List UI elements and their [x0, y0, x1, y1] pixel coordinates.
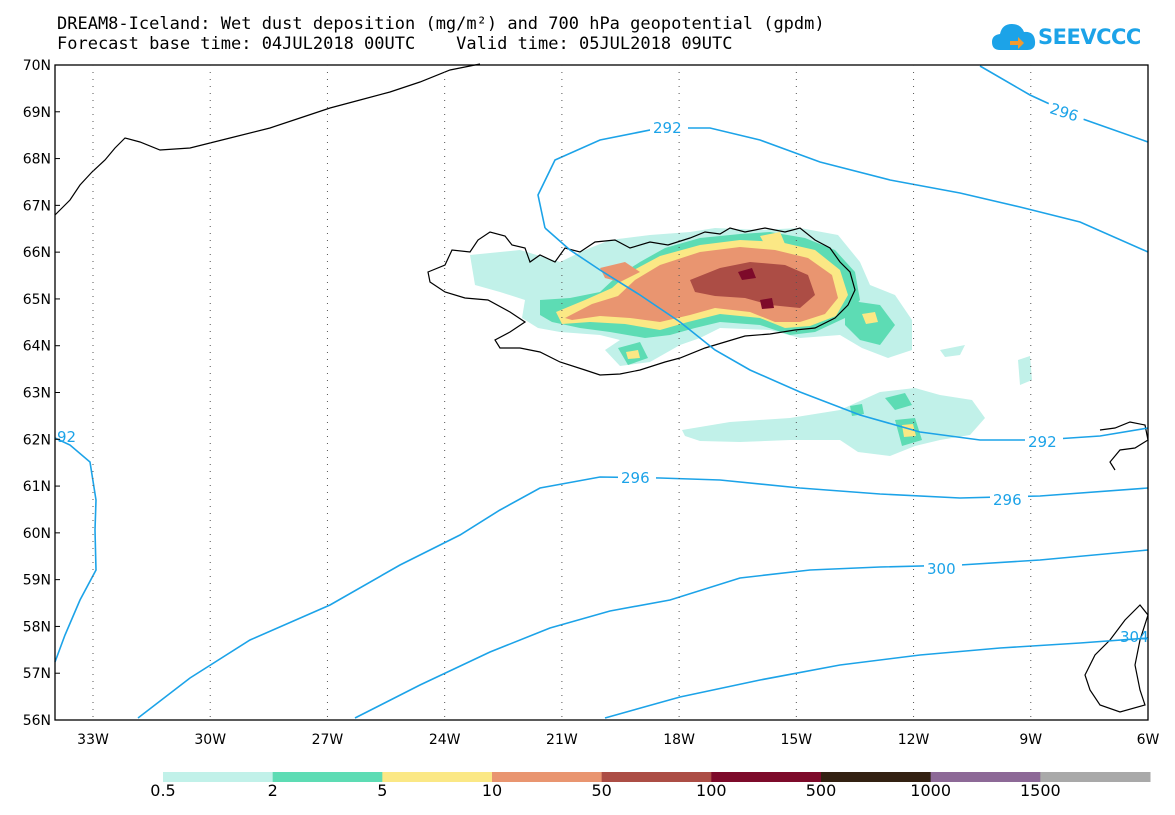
colorbar-label: 500: [805, 781, 837, 800]
map-frame: [54, 64, 1149, 721]
latitude-label: 62N: [23, 432, 51, 448]
colorbar-label: 10: [481, 781, 503, 800]
longitude-label: 18W: [663, 732, 695, 748]
longitude-labels: 33W 30W 27W 24W 21W 18W 15W 12W 9W 6W: [77, 732, 1159, 748]
colorbar-label: 100: [696, 781, 727, 800]
colorbar-label: 0.5: [150, 781, 176, 800]
longitude-label: 15W: [780, 732, 812, 748]
latitude-label: 64N: [23, 339, 51, 355]
longitude-label: 21W: [546, 732, 578, 748]
latitude-label: 57N: [23, 666, 51, 682]
longitude-label: 12W: [898, 732, 930, 748]
latitude-label: 68N: [23, 152, 51, 168]
map-title: DREAM8-Iceland: Wet dust deposition (mg/…: [57, 14, 825, 34]
contour-label-296-east: 296: [993, 491, 1022, 509]
logo-text: SEEVCCC: [1038, 25, 1141, 49]
colorbar-label: 1000: [910, 781, 952, 800]
latitude-label: 59N: [23, 573, 51, 589]
latitude-label: 60N: [23, 526, 51, 542]
latitude-label: 56N: [23, 713, 51, 729]
latitude-label: 66N: [23, 245, 51, 261]
contour-label-296-northeast: 296: [1048, 99, 1081, 125]
latitude-label: 61N: [23, 479, 51, 495]
cloud-icon: [992, 24, 1036, 50]
latitude-label: 65N: [23, 292, 51, 308]
colorbar-segment: [601, 772, 712, 782]
contour-label-292-east: 292: [1028, 433, 1057, 451]
colorbar-segment: [930, 772, 1041, 782]
latitude-label: 58N: [23, 619, 51, 635]
geopotential-contours: [54, 65, 1149, 719]
longitude-label: 27W: [312, 732, 344, 748]
contour-label-92-west: 92: [57, 428, 76, 446]
colorbar-label: 5: [377, 781, 388, 800]
longitude-label: 30W: [194, 732, 226, 748]
graticule: [55, 64, 1032, 721]
map-subtitle: Forecast base time: 04JUL2018 00UTC Vali…: [57, 34, 733, 54]
colorbar-label: 50: [591, 781, 612, 800]
latitude-label: 70N: [23, 58, 51, 74]
contour-label-304: 304: [1120, 628, 1149, 646]
latitude-label: 63N: [23, 386, 51, 402]
iceland-coastline: [427, 227, 856, 376]
colorbar-segment: [382, 772, 493, 782]
colorbar-segment: [1040, 772, 1151, 782]
colorbar-segment: [711, 772, 822, 782]
seevccc-logo: SEEVCCC: [990, 18, 1141, 58]
longitude-label: 9W: [1019, 732, 1042, 748]
colorbar-segment: [492, 772, 603, 782]
contour-label-292-north: 292: [653, 119, 682, 137]
scotland-coastline: [1084, 604, 1149, 713]
contour-label-296-central: 296: [621, 469, 650, 487]
contour-label-300: 300: [927, 560, 956, 578]
latitude-labels: 70N 69N 68N 67N 66N 65N 64N 63N 62N 61N 60N 59N 58N 5…: [23, 58, 51, 729]
colorbar-segment: [163, 772, 274, 782]
colorbar: [163, 772, 1151, 782]
colorbar-segment: [821, 772, 932, 782]
longitude-label: 6W: [1137, 732, 1160, 748]
colorbar-segment: [272, 772, 383, 782]
greenland-coastline: [54, 63, 481, 216]
longitude-label: 33W: [77, 732, 109, 748]
dust-deposition-shading: [470, 228, 1032, 456]
latitude-label: 69N: [23, 105, 51, 121]
longitude-label: 24W: [429, 732, 461, 748]
latitude-label: 67N: [23, 198, 51, 214]
colorbar-label: 2: [267, 781, 278, 800]
colorbar-label: 1500: [1019, 781, 1061, 800]
